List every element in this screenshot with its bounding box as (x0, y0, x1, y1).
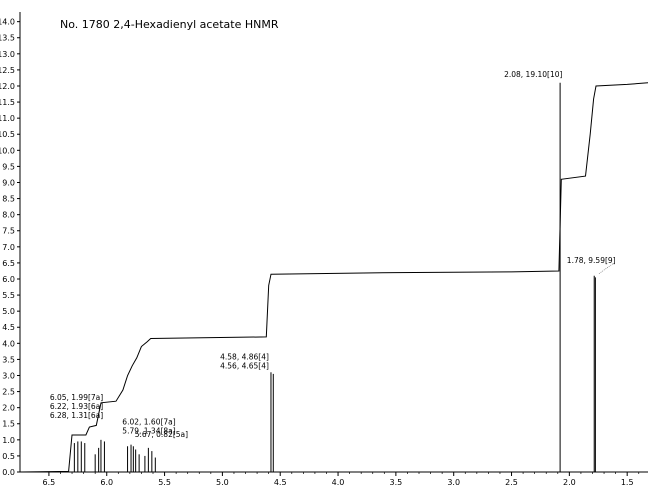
y-tick-label: 8.5 (2, 195, 15, 204)
y-tick-label: 0.5 (2, 452, 15, 461)
y-tick-label: 11.5 (0, 98, 15, 107)
y-tick-label: 2.0 (2, 404, 15, 413)
y-tick-label: 12.0 (0, 82, 15, 91)
peak-label: 5.67, 0.82[5a] (135, 430, 188, 439)
y-tick-label: 8.0 (2, 211, 15, 220)
x-tick-label: 4.0 (332, 478, 345, 487)
peak-label: 1.78, 9.59[9] (567, 256, 616, 265)
x-tick-label: 2.5 (505, 478, 518, 487)
y-tick-label: 10.0 (0, 146, 15, 155)
peak-label: 4.58, 4.86[4] (220, 352, 269, 361)
y-tick-label: 0.0 (2, 468, 15, 477)
y-tick-label: 7.0 (2, 243, 15, 252)
y-tick-label: 3.5 (2, 355, 15, 364)
plot-frame (19, 12, 648, 473)
peak-annotations: 2.08, 19.10[10] 1.78, 9.59[9] 4.58, 4.86[4… (50, 70, 616, 439)
y-tick-label: 12.5 (0, 66, 15, 75)
y-tick-label: 11.0 (0, 114, 15, 123)
integral-curve (19, 82, 649, 473)
y-tick-label: 10.5 (0, 130, 15, 139)
y-tick-label: 13.0 (0, 50, 15, 59)
peak-label: 6.22, 1.93[6a] (50, 402, 103, 411)
x-tick-label: 5.0 (216, 478, 229, 487)
y-tick-label: 1.5 (2, 420, 15, 429)
leader-line (598, 263, 613, 275)
y-tick-label: 6.0 (2, 275, 15, 284)
peak-label: 4.56, 4.65[4] (220, 361, 269, 370)
x-tick-label: 4.5 (274, 478, 287, 487)
x-tick-label: 3.5 (390, 478, 403, 487)
x-tick-label: 2.0 (563, 478, 576, 487)
peak-label: 6.02, 1.60[7a] (122, 417, 175, 426)
y-tick-label: 4.5 (2, 323, 15, 332)
y-axis: 0.0 0.5 1.0 1.5 2.0 2.5 3.0 3.5 4.0 4.5 5.0 5.5 6.0 6… (0, 18, 20, 477)
y-tick-label: 13.5 (0, 34, 15, 43)
peak-label: 2.08, 19.10[10] (504, 70, 562, 79)
integral-curve-group (19, 82, 649, 473)
peaks-group (73, 82, 596, 472)
x-tick-label: 5.5 (158, 478, 171, 487)
y-tick-label: 5.0 (2, 307, 15, 316)
peak-label: 6.05, 1.99[7a] (50, 393, 103, 402)
y-tick-label: 4.0 (2, 339, 15, 348)
y-tick-label: 1.0 (2, 436, 15, 445)
x-tick-label: 6.5 (43, 478, 56, 487)
x-tick-label: 3.0 (447, 478, 460, 487)
y-tick-label: 14.0 (0, 18, 15, 27)
y-tick-label: 5.5 (2, 291, 15, 300)
x-tick-label: 1.5 (621, 478, 634, 487)
y-tick-label: 2.5 (2, 388, 15, 397)
y-tick-label: 6.5 (2, 259, 15, 268)
peak-label: 6.28, 1.31[6a] (50, 411, 103, 420)
peak-label: 5.79, 1.34[8a] (122, 426, 175, 435)
y-tick-label: 9.0 (2, 178, 15, 187)
y-tick-label: 3.0 (2, 371, 15, 380)
chart-title: No. 1780 2,4-Hexadienyl acetate HNMR (60, 18, 279, 31)
x-axis: 6.5 6.0 5.5 5.0 4.5 4.0 3.5 3.0 2.5 2.0 1.5 (43, 472, 640, 487)
y-tick-label: 9.5 (2, 162, 15, 171)
x-tick-label: 6.0 (100, 478, 113, 487)
y-tick-label: 7.5 (2, 227, 15, 236)
